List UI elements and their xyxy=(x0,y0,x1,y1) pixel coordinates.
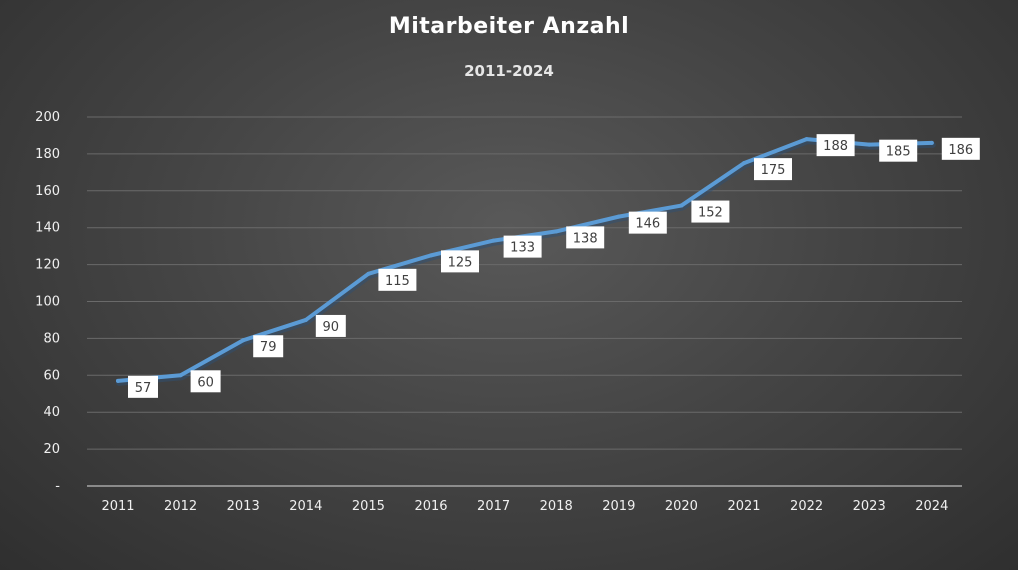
data-label-box xyxy=(315,314,346,337)
data-point xyxy=(867,142,872,147)
y-tick-label: 20 xyxy=(43,442,60,457)
data-label-box xyxy=(378,268,417,291)
data-label: 152 xyxy=(698,206,723,221)
data-label: 79 xyxy=(260,340,277,355)
data-label-box xyxy=(441,250,479,273)
data-point xyxy=(429,253,433,258)
data-label-box xyxy=(190,370,221,393)
data-label: 115 xyxy=(385,274,410,289)
data-label-box xyxy=(253,335,284,358)
x-tick-label: 2016 xyxy=(414,499,447,514)
x-tick-label: 2022 xyxy=(790,499,823,514)
data-point xyxy=(303,317,308,322)
data-label-box xyxy=(941,137,980,160)
x-tick-label: 2021 xyxy=(727,499,760,514)
data-point xyxy=(366,271,371,276)
data-label: 57 xyxy=(135,381,152,396)
x-tick-label: 2019 xyxy=(602,499,635,514)
data-point xyxy=(554,229,559,234)
y-tick-label: 160 xyxy=(35,184,60,199)
data-point xyxy=(491,238,496,243)
y-tick-label: 140 xyxy=(35,221,60,236)
y-axis-ticks: - 20 40 60 80 100 120 140 160 180 200 xyxy=(35,110,60,494)
x-tick-label: 2011 xyxy=(101,499,134,514)
y-tick-label: 200 xyxy=(35,110,60,125)
x-tick-label: 2012 xyxy=(164,499,197,514)
data-label-box xyxy=(128,375,158,398)
y-tick-label: 100 xyxy=(35,295,60,310)
x-tick-label: 2020 xyxy=(665,499,698,514)
y-tick-label: 60 xyxy=(43,368,60,383)
data-label-box xyxy=(503,235,542,258)
x-tick-label: 2024 xyxy=(915,499,948,514)
data-point xyxy=(742,161,746,166)
data-point xyxy=(241,338,246,343)
data-label-box xyxy=(691,200,730,223)
data-label-box xyxy=(816,134,855,157)
x-tick-label: 2014 xyxy=(289,499,322,514)
data-label-box xyxy=(566,226,605,249)
data-point xyxy=(804,137,809,142)
x-tick-label: 2015 xyxy=(352,499,385,514)
data-label: 90 xyxy=(323,320,340,335)
x-axis-ticks: 2011 2012 2013 2014 2015 2016 2017 2018 2019 2020… xyxy=(101,499,948,514)
y-tick-label: 120 xyxy=(35,258,60,273)
y-tick-label: 40 xyxy=(43,405,60,420)
x-tick-label: 2018 xyxy=(540,499,573,514)
data-label: 188 xyxy=(823,139,848,154)
data-label-box xyxy=(754,158,792,181)
y-tick-label: 80 xyxy=(43,331,60,346)
x-tick-label: 2023 xyxy=(853,499,886,514)
series-line-shadow xyxy=(116,138,936,386)
data-point xyxy=(929,140,934,145)
data-point xyxy=(178,373,183,378)
data-point xyxy=(679,203,684,208)
gridlines xyxy=(87,116,962,450)
data-label: 185 xyxy=(886,145,911,160)
data-point xyxy=(616,214,621,219)
chart-title: Mitarbeiter Anzahl xyxy=(388,14,630,39)
data-label: 60 xyxy=(197,375,214,390)
data-label-box xyxy=(879,139,918,162)
x-tick-label: 2017 xyxy=(477,499,510,514)
data-label-box xyxy=(628,211,667,234)
y-tick-label: 180 xyxy=(35,147,60,162)
data-labels: 57 60 79 90 115 125 133 138 146 152 175 188 185 186 xyxy=(116,134,980,398)
data-label: 138 xyxy=(573,231,598,246)
data-point xyxy=(116,378,120,383)
chart-subtitle: 2011-2024 xyxy=(464,62,554,80)
data-label: 133 xyxy=(510,241,535,256)
data-label: 175 xyxy=(761,163,786,178)
data-label: 186 xyxy=(948,143,973,158)
data-label: 146 xyxy=(635,217,660,232)
data-label: 125 xyxy=(448,255,473,270)
x-tick-label: 2013 xyxy=(227,499,260,514)
y-tick-label: - xyxy=(55,479,60,494)
